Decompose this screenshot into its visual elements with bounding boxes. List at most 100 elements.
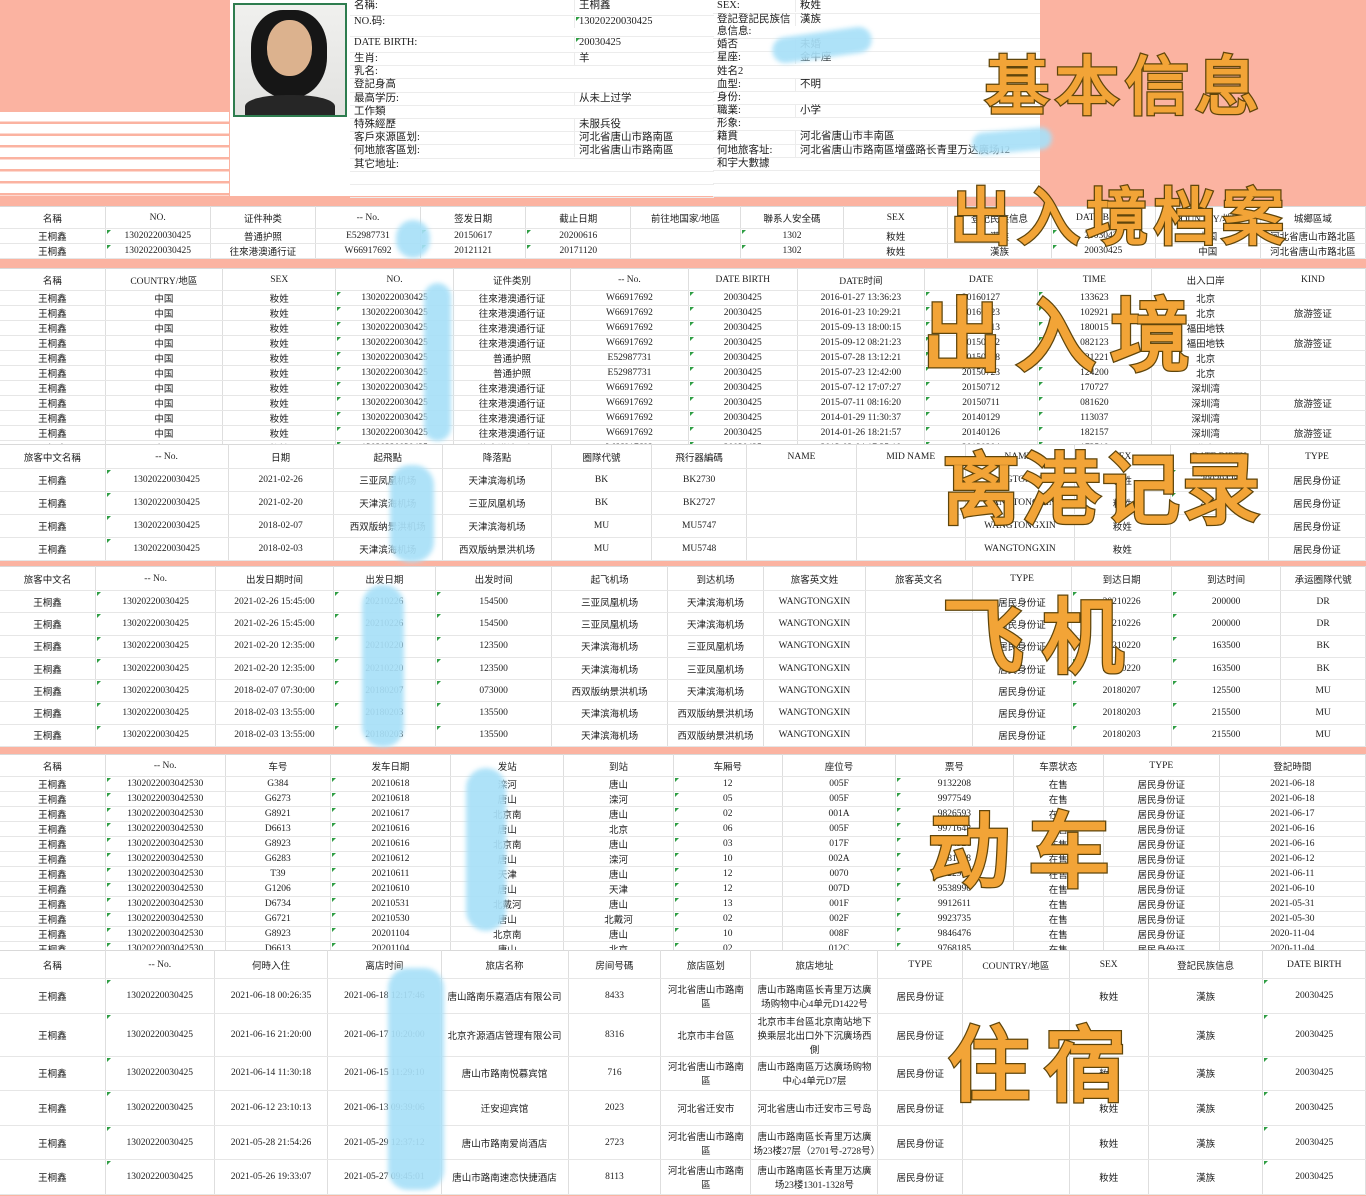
table-row: 王桐鑫 中国 籹姓 13020220030425 普通护照 E52987731 200304… — [0, 365, 1366, 381]
cell: 20030425 — [688, 380, 798, 396]
cell: DR — [1280, 612, 1366, 636]
cell: 唐山市路南區长青里万达廣场购物中心4单元D1422号 — [750, 978, 879, 1014]
cell: 中国 — [105, 365, 224, 381]
cell: 唐山市路南區长青里万达廣场23楼27层（2701号-2728号） — [750, 1125, 879, 1161]
cell: 天津滨海机场 — [442, 468, 553, 492]
cell: 北京南 — [450, 926, 565, 942]
cell: 2015-09-13 18:00:15 — [797, 320, 925, 336]
cell: 20180207 — [1071, 679, 1173, 703]
header-row: 旅客中文名 -- No. 出发日期时间 出发日期 出发时间 起飞机场 到达机场 旅客英文姓 旅客… — [0, 566, 1366, 591]
column-header: 飛行器編碼 — [651, 444, 748, 469]
column-header: SEX — [1074, 444, 1171, 469]
cell — [962, 1013, 1070, 1057]
cell — [865, 612, 973, 636]
cell: 2021-02-20 — [228, 491, 334, 515]
cell — [962, 1056, 1070, 1092]
column-header: 旅店地址 — [750, 950, 879, 979]
cell: 005F — [782, 821, 897, 837]
cell: 籹姓 — [222, 425, 337, 441]
cell: 12 — [673, 881, 783, 897]
cell: 13020220030425 — [95, 612, 217, 636]
column-header: NO. — [335, 268, 454, 291]
cell: 2021-02-20 12:35:00 — [215, 635, 334, 658]
cell: 2021-02-26 15:45:00 — [215, 612, 334, 636]
cell: 王桐鑫 — [0, 866, 106, 882]
cell: 王桐鑫 — [0, 701, 97, 725]
info-row — [350, 172, 714, 185]
cell: 唐山 — [563, 836, 674, 852]
table-row: 王桐鑫 13020220030425 普通护照 E52987731 20150617 20… — [0, 228, 1366, 244]
cell: 王桐鑫 — [0, 425, 106, 441]
info-value: 不明 — [795, 78, 1040, 91]
cell: 河北省唐山市路南區 — [660, 978, 752, 1014]
cell: 20030425 — [688, 305, 798, 321]
cell — [746, 468, 857, 492]
cell: 1302022003042530 — [105, 911, 226, 927]
cell: 王桐鑫 — [0, 679, 97, 703]
cell: 在售 — [1013, 776, 1104, 792]
cell: 王桐鑫 — [0, 468, 106, 492]
cell: 2015-07-12 17:07:27 — [797, 380, 925, 396]
column-header: -- No. — [315, 206, 422, 229]
cell: 2015-09-12 08:21:23 — [797, 335, 925, 351]
column-header: 到站 — [563, 754, 674, 777]
cell: 王桐鑫 — [0, 926, 106, 942]
table-row: 王桐鑫 1302022003042530 T39 20210611 天津 唐山 12 0070… — [0, 866, 1366, 882]
cell: T39 — [225, 866, 331, 882]
cell: 2014-01-26 18:21:57 — [797, 425, 925, 441]
cell: 2021-05-31 — [1219, 896, 1366, 912]
cell: 旅游签证 — [1260, 425, 1366, 441]
cell: D6613 — [225, 821, 331, 837]
cell: 王桐鑫 — [0, 1056, 106, 1092]
cell: 普通护照 — [210, 228, 316, 244]
cell: W66917692 — [570, 395, 689, 411]
cell: 2021-06-17 — [1219, 806, 1366, 822]
info-row: 和宇大數據 — [713, 158, 1040, 171]
column-header: 名稱 — [0, 268, 106, 291]
cell: 居民身份证 — [877, 1125, 964, 1161]
cell: 漢族 — [1148, 1013, 1264, 1057]
cell: W66917692 — [570, 320, 689, 336]
cell: 籹姓 — [1069, 978, 1149, 1014]
cell: 2021-02-26 15:45:00 — [215, 590, 334, 614]
cell: 2020-11-04 — [1219, 926, 1366, 942]
column-header: 旅店名称 — [441, 950, 569, 979]
table-row: 王桐鑫 1302022003042530 D6613 20210616 唐山 北京 06 00… — [0, 821, 1366, 837]
cell: 13020220030425 — [105, 228, 211, 244]
cell: E52987731 — [570, 365, 689, 381]
info-label: 姓名2 — [717, 65, 744, 77]
cell: 深圳湾 — [1151, 380, 1261, 396]
column-header: -- No. — [570, 268, 689, 291]
cell: 河北省唐山市迁安市三号岛 — [750, 1090, 879, 1126]
cell: 05 — [673, 791, 783, 807]
cell: 王桐鑫 — [0, 806, 106, 822]
table-row: 王桐鑫 1302022003042530 G6273 20210618 唐山 滦河 05 00… — [0, 791, 1366, 807]
basic-info-left-column: 名稱: 王桐鑫 NO.码: 13020220030425 DATE BIRTH: 2003… — [350, 0, 714, 212]
info-row — [350, 185, 714, 199]
cell: 居民身份证 — [1103, 836, 1220, 852]
stamp-entry-exit-archive: 出入境档案 — [949, 185, 1291, 253]
cell: 居民身份证 — [1103, 776, 1220, 792]
cell — [856, 491, 966, 515]
cell: 居民身份证 — [1103, 926, 1220, 942]
cell: 9722922 — [895, 866, 1014, 882]
info-label: 最高学历: — [354, 92, 399, 104]
header-row: 名稱 -- No. 何時入住 离店时间 旅店名称 房间号碼 旅店區划 旅店地址 TYPE COUN… — [0, 950, 1366, 979]
cell: 20030425 — [688, 290, 798, 306]
column-header: 发站 — [450, 754, 565, 777]
cell: 籹姓 — [222, 290, 337, 306]
cell: 天津滨海机场 — [667, 612, 764, 636]
cell: 迁安迎宾馆 — [441, 1090, 569, 1126]
cell: 漢族 — [1148, 1159, 1264, 1195]
info-value: 13020220030425 — [574, 16, 714, 29]
cell: 王桐鑫 — [0, 1090, 106, 1126]
table-row: 王桐鑫 1302022003042530 G8923 20210616 北京南 唐山 03 0… — [0, 836, 1366, 852]
column-header: 出发日期时间 — [215, 566, 334, 591]
column-header: 城鄉區域 — [1260, 206, 1366, 229]
cell: 20160123 — [924, 305, 1039, 321]
cell: 20210611 — [330, 866, 452, 882]
cell — [865, 657, 973, 681]
cell: 20150728 — [924, 350, 1039, 366]
cell: 182157 — [1037, 425, 1152, 441]
cell — [962, 1090, 1070, 1126]
